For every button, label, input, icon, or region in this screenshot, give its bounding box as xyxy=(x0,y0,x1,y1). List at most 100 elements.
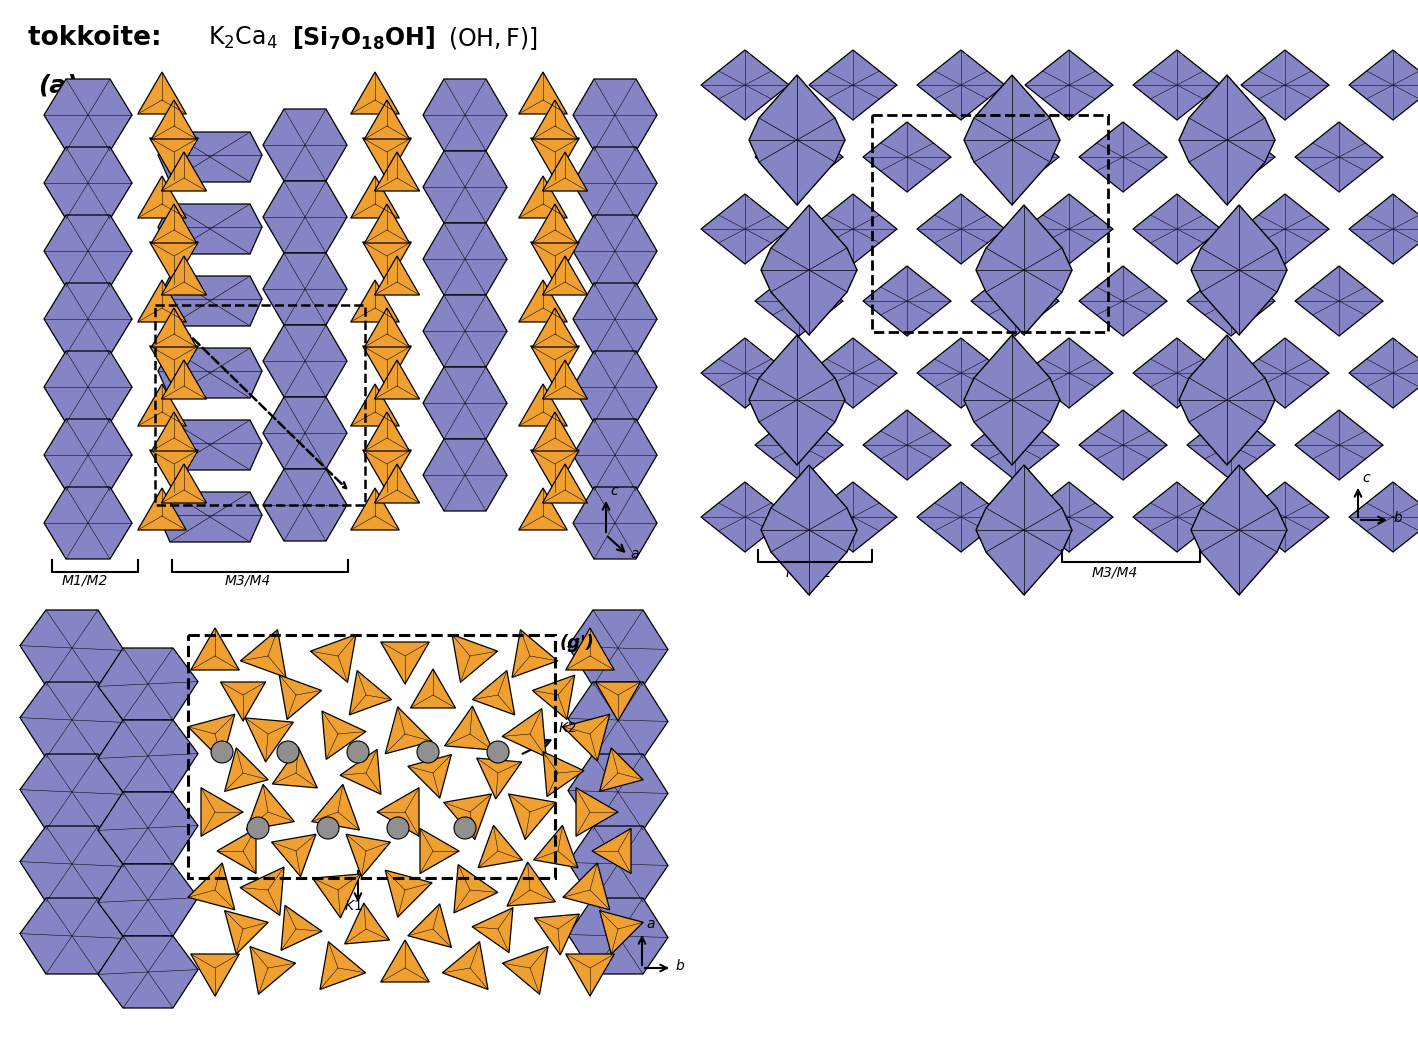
Polygon shape xyxy=(150,450,199,492)
Polygon shape xyxy=(971,266,1059,336)
Text: $K1$: $K1$ xyxy=(345,899,363,913)
Polygon shape xyxy=(976,205,1072,335)
Polygon shape xyxy=(519,72,567,114)
Polygon shape xyxy=(535,914,580,955)
Polygon shape xyxy=(20,754,123,830)
Polygon shape xyxy=(423,367,508,439)
Polygon shape xyxy=(700,338,788,408)
Polygon shape xyxy=(810,338,898,408)
Polygon shape xyxy=(44,80,132,151)
Text: c: c xyxy=(610,484,618,498)
Polygon shape xyxy=(262,181,347,253)
Polygon shape xyxy=(917,338,1005,408)
Polygon shape xyxy=(350,384,400,426)
Polygon shape xyxy=(576,788,618,836)
Polygon shape xyxy=(1349,482,1418,552)
Polygon shape xyxy=(157,492,262,542)
Polygon shape xyxy=(98,720,199,792)
Polygon shape xyxy=(423,439,508,511)
Polygon shape xyxy=(917,482,1005,552)
Polygon shape xyxy=(364,308,410,347)
Polygon shape xyxy=(573,419,657,491)
Circle shape xyxy=(277,741,299,763)
Polygon shape xyxy=(573,487,657,559)
Polygon shape xyxy=(98,792,199,864)
Polygon shape xyxy=(445,706,493,750)
Polygon shape xyxy=(964,75,1061,205)
Polygon shape xyxy=(530,242,579,284)
Polygon shape xyxy=(573,283,657,355)
Polygon shape xyxy=(350,488,400,530)
Polygon shape xyxy=(761,465,856,595)
Polygon shape xyxy=(1025,50,1113,120)
Text: M3/M4: M3/M4 xyxy=(1092,565,1139,579)
Polygon shape xyxy=(152,204,197,243)
Polygon shape xyxy=(543,464,587,503)
Polygon shape xyxy=(519,384,567,426)
Polygon shape xyxy=(700,194,788,264)
Polygon shape xyxy=(420,829,459,873)
Polygon shape xyxy=(476,758,522,799)
Polygon shape xyxy=(530,346,579,388)
Polygon shape xyxy=(272,747,318,788)
Polygon shape xyxy=(1079,122,1167,192)
Polygon shape xyxy=(162,257,207,295)
Text: $K2$: $K2$ xyxy=(559,721,577,735)
Polygon shape xyxy=(749,75,845,205)
Polygon shape xyxy=(754,410,842,480)
Polygon shape xyxy=(452,635,498,683)
Polygon shape xyxy=(320,941,366,989)
Polygon shape xyxy=(363,138,411,180)
Polygon shape xyxy=(240,867,284,916)
Polygon shape xyxy=(454,865,498,913)
Polygon shape xyxy=(472,671,515,714)
Polygon shape xyxy=(532,675,574,720)
Polygon shape xyxy=(508,862,556,906)
Polygon shape xyxy=(1025,194,1113,264)
Polygon shape xyxy=(408,755,451,798)
Polygon shape xyxy=(444,794,492,840)
Polygon shape xyxy=(1133,194,1221,264)
Polygon shape xyxy=(1349,50,1418,120)
Polygon shape xyxy=(272,834,316,877)
Polygon shape xyxy=(442,941,488,989)
Polygon shape xyxy=(1187,266,1275,336)
Polygon shape xyxy=(20,898,123,974)
Polygon shape xyxy=(543,360,587,399)
Text: (g'): (g') xyxy=(560,634,596,652)
Polygon shape xyxy=(152,412,197,450)
Polygon shape xyxy=(386,707,432,754)
Circle shape xyxy=(347,741,369,763)
Polygon shape xyxy=(569,898,668,974)
Text: $\mathrm{K_2Ca_4}$: $\mathrm{K_2Ca_4}$ xyxy=(208,25,278,51)
Polygon shape xyxy=(519,280,567,322)
Text: $\mathbf{[Si_7O_{18}OH]}$: $\mathbf{[Si_7O_{18}OH]}$ xyxy=(292,25,435,52)
Polygon shape xyxy=(472,907,513,953)
Polygon shape xyxy=(700,50,788,120)
Polygon shape xyxy=(201,788,242,836)
Text: (c): (c) xyxy=(38,610,75,633)
Polygon shape xyxy=(363,450,411,492)
Polygon shape xyxy=(279,675,322,720)
Polygon shape xyxy=(533,308,577,347)
Polygon shape xyxy=(44,351,132,423)
Polygon shape xyxy=(241,630,286,677)
Text: (b): (b) xyxy=(727,74,769,98)
Polygon shape xyxy=(569,754,668,830)
Polygon shape xyxy=(754,266,842,336)
Polygon shape xyxy=(98,936,199,1008)
Circle shape xyxy=(387,817,408,840)
Polygon shape xyxy=(322,711,366,759)
Polygon shape xyxy=(281,905,322,951)
Polygon shape xyxy=(162,152,207,191)
Polygon shape xyxy=(810,482,898,552)
Polygon shape xyxy=(138,488,186,530)
Circle shape xyxy=(454,817,476,840)
Polygon shape xyxy=(519,488,567,530)
Polygon shape xyxy=(533,204,577,243)
Polygon shape xyxy=(423,151,508,223)
Polygon shape xyxy=(573,215,657,287)
Text: b: b xyxy=(1392,511,1402,525)
Polygon shape xyxy=(1241,194,1329,264)
Polygon shape xyxy=(1241,50,1329,120)
